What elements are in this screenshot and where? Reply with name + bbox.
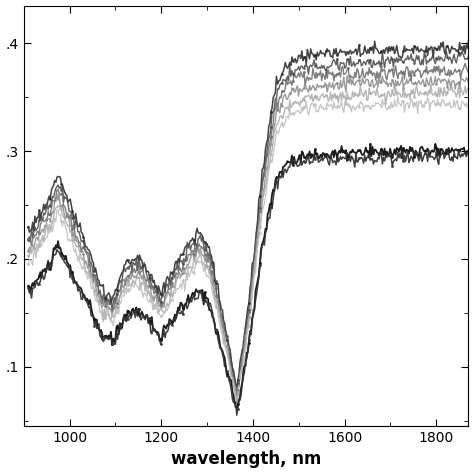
X-axis label: wavelength, nm: wavelength, nm (171, 450, 321, 468)
